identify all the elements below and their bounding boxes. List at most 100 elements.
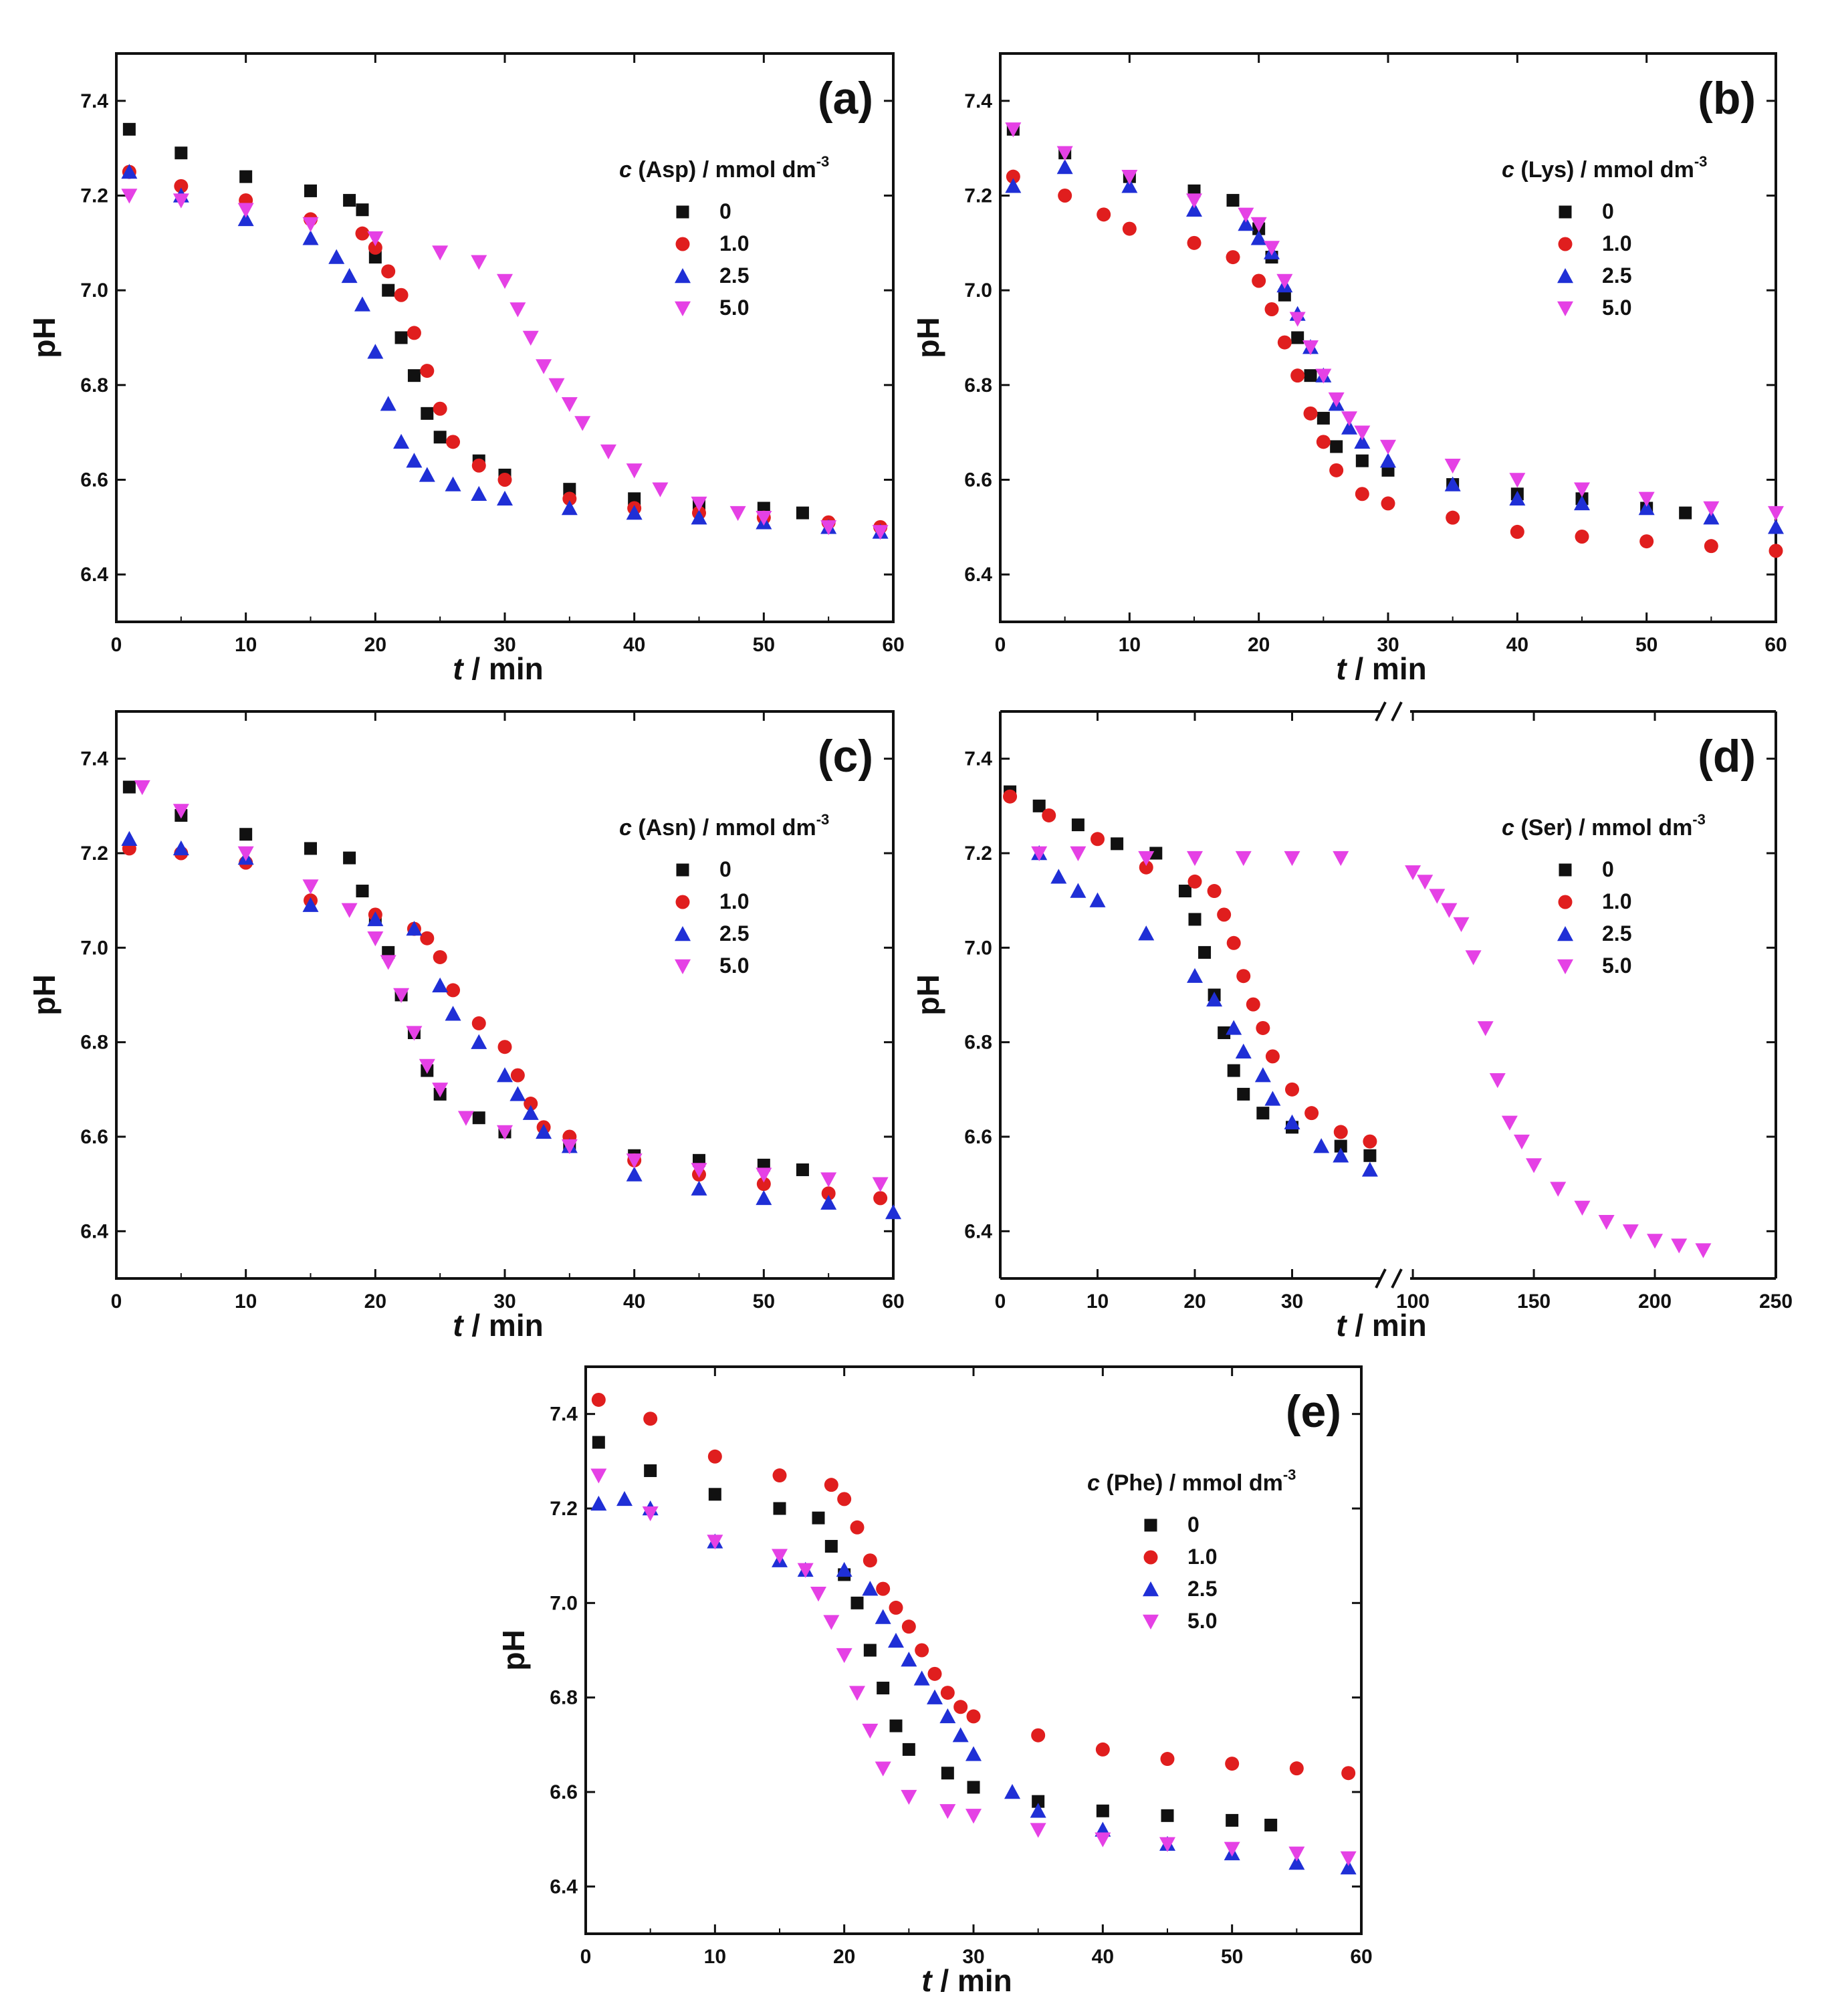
y-tick-label: 7.0 — [80, 279, 108, 302]
data-point — [536, 1123, 552, 1139]
data-point — [810, 1587, 826, 1602]
data-point — [756, 510, 772, 526]
data-point — [590, 1468, 607, 1484]
data-point — [1187, 235, 1202, 250]
axes-frame — [115, 52, 895, 623]
data-point — [522, 1105, 539, 1120]
data-point — [1363, 1134, 1377, 1149]
data-point — [497, 1040, 512, 1054]
data-point — [407, 326, 421, 340]
data-point — [1380, 453, 1396, 468]
data-point — [1188, 913, 1202, 926]
data-point — [509, 302, 526, 318]
legend-label: 1.0 — [719, 231, 749, 255]
data-point — [1058, 189, 1072, 203]
data-point — [304, 842, 317, 855]
data-point — [1225, 1757, 1240, 1771]
x-axis-title: t / min — [1336, 1308, 1426, 1343]
y-tick-label: 6.6 — [964, 469, 992, 491]
data-point — [729, 506, 746, 522]
data-point — [497, 1125, 513, 1140]
data-point — [1361, 1161, 1378, 1177]
legend-title-label: (Asp) / mmol dm — [632, 157, 816, 183]
panel-label: (a) — [818, 73, 873, 124]
data-point — [1317, 411, 1330, 425]
data-point — [616, 1490, 633, 1506]
data-point — [708, 1488, 721, 1501]
chart-panel-d: 6.4 6.6 6.8 7.0 7.2 7.4 0 10 20 30 100 150 200 250 pH t… — [911, 701, 1793, 1343]
chart-panel-b: 6.4 6.6 6.8 7.0 7.2 7.4 0 10 20 30 40 50 60 pH t / min… — [911, 52, 1787, 686]
x-axis-title: t / min — [921, 1963, 1012, 1998]
panel-label: (e) — [1286, 1386, 1341, 1437]
legend: c (Asp) / mmol dm-3 0 1.0 2.5 5.0 — [619, 153, 829, 320]
data-point — [1444, 476, 1461, 491]
data-point — [536, 359, 552, 374]
legend-title-var: c — [619, 157, 632, 183]
data-point — [121, 189, 138, 204]
data-point — [1513, 1134, 1530, 1150]
data-point — [432, 245, 449, 261]
data-point — [1329, 463, 1344, 477]
y-tick-label: 7.4 — [80, 90, 108, 112]
legend-title-label: (Phe) / mmol dm — [1100, 1470, 1283, 1496]
data-point — [707, 1449, 722, 1464]
data-point — [1276, 273, 1293, 289]
data-point — [302, 879, 319, 895]
data-point — [1187, 968, 1203, 983]
data-point — [927, 1689, 943, 1704]
data-point — [862, 1581, 879, 1596]
data-point — [1187, 874, 1202, 889]
data-point — [707, 1535, 723, 1550]
legend-marker — [1558, 237, 1573, 251]
legend-title-var: c — [1087, 1470, 1100, 1496]
data-point — [1264, 1818, 1278, 1831]
data-point — [1647, 1234, 1664, 1249]
data-point — [1381, 496, 1395, 511]
data-point — [1226, 250, 1240, 265]
y-tick-label: 7.4 — [80, 748, 108, 770]
data-point — [1574, 1200, 1591, 1216]
data-point — [1288, 1846, 1305, 1862]
x-tick-label: 30 — [493, 1291, 516, 1313]
axes-frame — [584, 1365, 1363, 1935]
data-point — [1003, 789, 1018, 804]
data-point — [1769, 544, 1783, 558]
data-point — [901, 1619, 916, 1634]
legend-title: c (Lys) / mmol dm-3 — [1502, 153, 1707, 183]
data-point — [1288, 1855, 1305, 1870]
data-point — [1284, 851, 1300, 867]
data-point — [836, 1648, 852, 1664]
y-tick-label: 6.6 — [964, 1126, 992, 1148]
legend: c (Phe) / mmol dm-3 0 1.0 2.5 5.0 — [1087, 1466, 1296, 1633]
x-tick-label: 250 — [1759, 1291, 1793, 1313]
data-point — [1111, 837, 1124, 851]
x-tick-label: 40 — [623, 1291, 645, 1313]
x-tick-label: 60 — [882, 1291, 904, 1313]
data-point — [939, 1804, 956, 1819]
data-point — [1246, 997, 1260, 1012]
data-point — [1031, 1728, 1046, 1743]
x-axis-title-unit: / min — [463, 1308, 544, 1343]
data-point — [524, 1097, 538, 1111]
x-tick-label: 20 — [1248, 634, 1270, 656]
y-tick-label: 7.4 — [964, 90, 992, 112]
data-point — [1277, 335, 1292, 350]
y-axis-title: pH — [911, 974, 945, 1015]
data-point — [1304, 369, 1317, 382]
series-1.0 — [1003, 789, 1377, 1149]
data-point — [1005, 178, 1022, 193]
data-point — [1006, 169, 1020, 184]
y-axis-title: pH — [911, 317, 945, 358]
legend-title: c (Phe) / mmol dm-3 — [1087, 1466, 1296, 1496]
y-tick-label: 6.6 — [550, 1781, 578, 1803]
data-point — [901, 1652, 917, 1667]
data-point — [406, 453, 423, 468]
data-point — [304, 184, 317, 197]
data-point — [626, 1166, 643, 1182]
legend-title-var: c — [1502, 815, 1514, 841]
x-tick-label: 40 — [1092, 1946, 1114, 1968]
x-tick-label: 40 — [1506, 634, 1528, 656]
y-tick-label: 7.2 — [550, 1498, 578, 1520]
legend-label: 2.5 — [1602, 263, 1631, 288]
legend-marker — [1557, 959, 1573, 974]
